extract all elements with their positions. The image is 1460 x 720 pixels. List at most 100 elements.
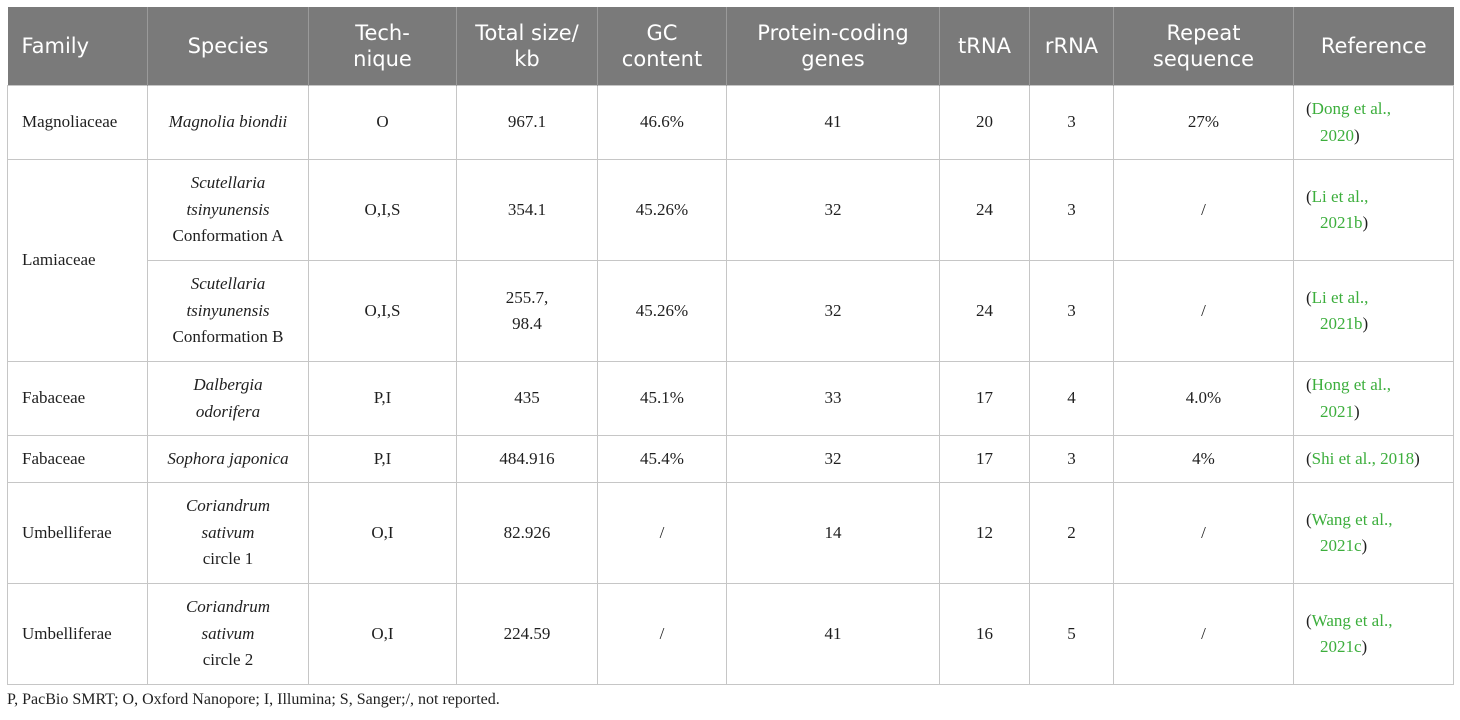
gc-cell: 45.26% — [597, 260, 727, 362]
species-cell: Scutellaria tsinyunensis Conformation B — [147, 260, 309, 362]
species-cell: Magnolia biondii — [147, 85, 309, 160]
reference-cell[interactable]: (Wang et al., 2021c) — [1293, 482, 1454, 584]
size-cell: 484.916 — [456, 435, 598, 483]
reference-link[interactable]: 2020 — [1320, 125, 1354, 145]
repeat-cell: 27% — [1113, 85, 1294, 160]
col-header-repeat: Repeat sequence — [1113, 7, 1294, 86]
technique-cell: O,I — [308, 583, 457, 685]
trna-cell: 24 — [939, 159, 1030, 261]
protein-cell: 32 — [726, 260, 940, 362]
trna-cell: 12 — [939, 482, 1030, 584]
reference-cell[interactable]: (Li et al., 2021b) — [1293, 159, 1454, 261]
reference-cell[interactable]: (Li et al., 2021b) — [1293, 260, 1454, 362]
size-cell: 967.1 — [456, 85, 598, 160]
technique-cell: P,I — [308, 361, 457, 436]
col-header-trna: tRNA — [939, 7, 1030, 86]
col-header-protein-coding: Protein-coding genes — [726, 7, 940, 86]
trna-cell: 17 — [939, 361, 1030, 436]
protein-cell: 41 — [726, 85, 940, 160]
repeat-cell: / — [1113, 583, 1294, 685]
trna-cell: 20 — [939, 85, 1030, 160]
species-cell: Dalbergia odorifera — [147, 361, 309, 436]
rrna-cell: 3 — [1029, 260, 1114, 362]
col-header-species: Species — [147, 7, 309, 86]
table-row: Magnoliaceae Magnolia biondii O 967.1 46… — [7, 85, 1454, 160]
table-row: Fabaceae Sophora japonica P,I 484.916 45… — [7, 435, 1454, 483]
family-cell: Fabaceae — [7, 435, 148, 483]
table-row: Umbelliferae Coriandrum sativum circle 1… — [7, 482, 1454, 584]
species-cell: Scutellaria tsinyunensis Conformation A — [147, 159, 309, 261]
size-cell: 354.1 — [456, 159, 598, 261]
rrna-cell: 3 — [1029, 435, 1114, 483]
col-header-gc-content: GC content — [597, 7, 727, 86]
repeat-cell: / — [1113, 482, 1294, 584]
rrna-cell: 3 — [1029, 85, 1114, 160]
gc-cell: 45.1% — [597, 361, 727, 436]
family-cell: Umbelliferae — [7, 583, 148, 685]
reference-cell[interactable]: (Shi et al., 2018) — [1293, 435, 1454, 483]
rrna-cell: 4 — [1029, 361, 1114, 436]
table-row: Umbelliferae Coriandrum sativum circle 2… — [7, 583, 1454, 685]
protein-cell: 33 — [726, 361, 940, 436]
family-cell: Lamiaceae — [7, 159, 148, 362]
reference-link[interactable]: Hong et al., — [1311, 375, 1391, 394]
trna-cell: 17 — [939, 435, 1030, 483]
species-cell: Coriandrum sativum circle 2 — [147, 583, 309, 685]
gc-cell: 45.26% — [597, 159, 727, 261]
technique-cell: P,I — [308, 435, 457, 483]
reference-link[interactable]: Wang et al., — [1311, 610, 1393, 630]
reference-link[interactable]: Dong et al., — [1311, 99, 1391, 118]
gc-cell: / — [597, 583, 727, 685]
col-header-reference: Reference — [1293, 7, 1454, 86]
rrna-cell: 5 — [1029, 583, 1114, 685]
size-cell: 255.7, 98.4 — [456, 260, 598, 362]
col-header-rrna: rRNA — [1029, 7, 1114, 86]
reference-link[interactable]: Li et al., — [1311, 186, 1369, 206]
technique-cell: O — [308, 85, 457, 160]
gc-cell: 46.6% — [597, 85, 727, 160]
repeat-cell: 4% — [1113, 435, 1294, 483]
table-row: Scutellaria tsinyunensis Conformation B … — [8, 260, 1454, 362]
reference-link[interactable]: Li et al., — [1311, 287, 1369, 307]
col-header-total-size: Total size/kb — [456, 7, 598, 86]
genome-table: Family Species Tech-nique Total size/kb … — [7, 7, 1454, 685]
family-cell: Fabaceae — [7, 361, 148, 436]
repeat-cell: / — [1113, 260, 1294, 362]
reference-link[interactable]: 2021b — [1320, 213, 1363, 232]
col-header-technique: Tech-nique — [308, 7, 457, 86]
family-cell: Magnoliaceae — [7, 85, 148, 160]
reference-link[interactable]: 2021 — [1320, 401, 1354, 421]
protein-cell: 41 — [726, 583, 940, 685]
reference-link[interactable]: 2021c — [1320, 536, 1362, 555]
species-cell: Coriandrum sativum circle 1 — [147, 482, 309, 584]
size-cell: 224.59 — [456, 583, 598, 685]
rrna-cell: 3 — [1029, 159, 1114, 261]
col-header-family: Family — [7, 7, 148, 86]
table-footnote: P, PacBio SMRT; O, Oxford Nanopore; I, I… — [7, 691, 500, 708]
technique-cell: O,I — [308, 482, 457, 584]
reference-link[interactable]: 2021b — [1320, 314, 1363, 333]
trna-cell: 24 — [939, 260, 1030, 362]
technique-cell: O,I,S — [308, 159, 457, 261]
header-row: Family Species Tech-nique Total size/kb … — [7, 7, 1454, 86]
protein-cell: 14 — [726, 482, 940, 584]
size-cell: 435 — [456, 361, 598, 436]
species-cell: Sophora japonica — [147, 435, 309, 483]
size-cell: 82.926 — [456, 482, 598, 584]
reference-link[interactable]: Wang et al., — [1311, 509, 1393, 529]
gc-cell: / — [597, 482, 727, 584]
repeat-cell: / — [1113, 159, 1294, 261]
reference-link[interactable]: Shi et al., 2018 — [1311, 448, 1415, 468]
reference-cell[interactable]: (Dong et al., 2020) — [1293, 85, 1454, 160]
reference-link[interactable]: 2021c — [1320, 637, 1362, 656]
repeat-cell: 4.0% — [1113, 361, 1294, 436]
trna-cell: 16 — [939, 583, 1030, 685]
reference-cell[interactable]: (Wang et al., 2021c) — [1293, 583, 1454, 685]
technique-cell: O,I,S — [308, 260, 457, 362]
reference-cell[interactable]: (Hong et al., 2021) — [1293, 361, 1454, 436]
rrna-cell: 2 — [1029, 482, 1114, 584]
family-cell: Umbelliferae — [7, 482, 148, 584]
gc-cell: 45.4% — [597, 435, 727, 483]
table-row: Fabaceae Dalbergia odorifera P,I 435 45.… — [7, 361, 1454, 436]
protein-cell: 32 — [726, 435, 940, 483]
